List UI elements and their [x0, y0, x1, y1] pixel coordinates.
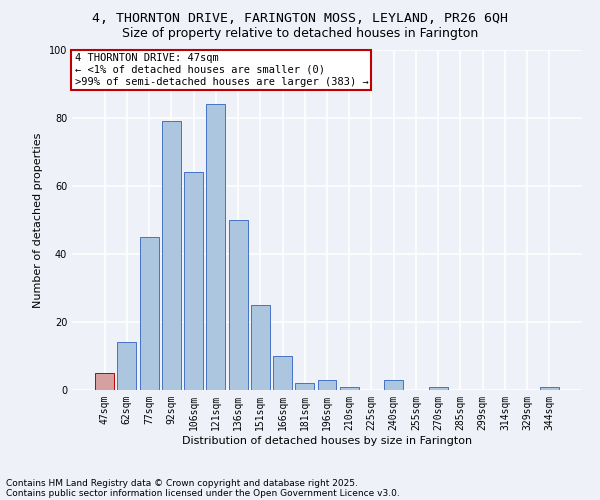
- Bar: [429, 386, 448, 390]
- Bar: [384, 380, 403, 390]
- Bar: [540, 386, 559, 390]
- Bar: [184, 172, 203, 390]
- Bar: [340, 386, 359, 390]
- Y-axis label: Number of detached properties: Number of detached properties: [33, 132, 43, 308]
- Bar: [140, 237, 158, 390]
- Bar: [162, 122, 181, 390]
- Text: 4, THORNTON DRIVE, FARINGTON MOSS, LEYLAND, PR26 6QH: 4, THORNTON DRIVE, FARINGTON MOSS, LEYLA…: [92, 12, 508, 26]
- Text: Contains HM Land Registry data © Crown copyright and database right 2025.: Contains HM Land Registry data © Crown c…: [6, 478, 358, 488]
- Bar: [95, 373, 114, 390]
- Bar: [273, 356, 292, 390]
- Text: 4 THORNTON DRIVE: 47sqm
← <1% of detached houses are smaller (0)
>99% of semi-de: 4 THORNTON DRIVE: 47sqm ← <1% of detache…: [74, 54, 368, 86]
- Bar: [118, 342, 136, 390]
- Bar: [251, 305, 270, 390]
- Bar: [317, 380, 337, 390]
- Text: Contains public sector information licensed under the Open Government Licence v3: Contains public sector information licen…: [6, 488, 400, 498]
- X-axis label: Distribution of detached houses by size in Farington: Distribution of detached houses by size …: [182, 436, 472, 446]
- Bar: [229, 220, 248, 390]
- Bar: [295, 383, 314, 390]
- Bar: [206, 104, 225, 390]
- Text: Size of property relative to detached houses in Farington: Size of property relative to detached ho…: [122, 28, 478, 40]
